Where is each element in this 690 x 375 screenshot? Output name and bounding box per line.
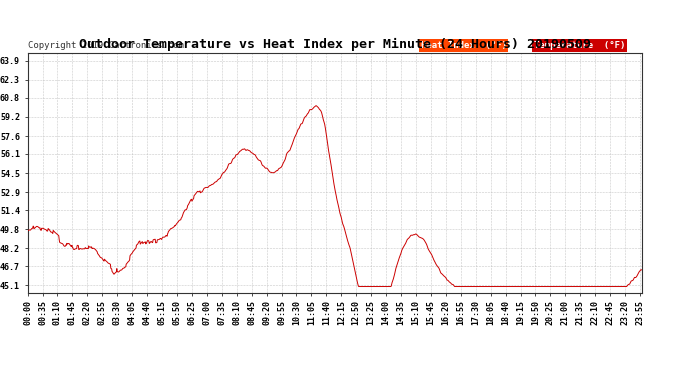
Title: Outdoor Temperature vs Heat Index per Minute (24 Hours) 20190509: Outdoor Temperature vs Heat Index per Mi… [79,38,591,51]
Text: Temperature  (°F): Temperature (°F) [534,41,626,50]
Text: Heat Index  (°F): Heat Index (°F) [421,41,506,50]
Text: Copyright 2019 Cartronics.com: Copyright 2019 Cartronics.com [28,41,184,50]
